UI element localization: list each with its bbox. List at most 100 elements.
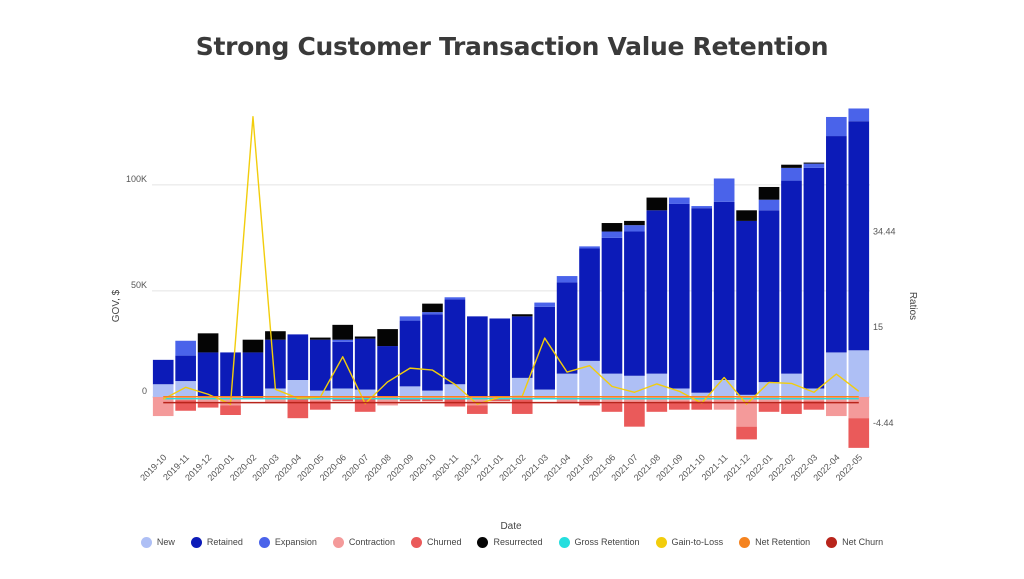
bar-expansion — [175, 340, 196, 356]
bar-expansion — [579, 246, 600, 249]
bar-retained — [556, 282, 578, 374]
bar-expansion — [332, 339, 354, 342]
legend-swatch — [655, 536, 667, 548]
bar-new — [668, 388, 690, 397]
bar-retained — [197, 352, 219, 397]
legend-item[interactable]: Gain-to-Loss — [655, 536, 724, 548]
legend-swatch — [190, 536, 202, 548]
legend-item[interactable]: New — [140, 536, 175, 548]
bar-new — [758, 382, 780, 397]
bar-churned — [781, 401, 802, 414]
bar-retained — [242, 352, 264, 397]
bar-expansion — [668, 197, 690, 204]
bar-resurrected — [332, 324, 354, 340]
bar-retained — [601, 237, 623, 374]
bar-expansion — [601, 231, 623, 238]
bar-resurrected — [601, 223, 623, 232]
bar-retained — [444, 299, 466, 385]
bar-resurrected — [265, 331, 286, 340]
bar-retained — [691, 208, 713, 393]
bar-new — [624, 375, 645, 397]
bar-churned — [467, 405, 488, 414]
bar-new — [713, 380, 735, 397]
bar-contraction — [377, 396, 398, 406]
bar-contraction — [556, 396, 578, 404]
bar-new — [691, 392, 713, 397]
bar-new — [287, 380, 309, 397]
bar-retained — [265, 339, 286, 389]
bar-contraction — [736, 396, 757, 427]
bar-churned — [309, 401, 331, 410]
y2-tick-label: -4.44 — [873, 418, 894, 428]
legend-label: Resurrected — [493, 537, 543, 547]
bar-expansion — [399, 316, 421, 321]
bar-retained — [175, 355, 196, 382]
bar-retained — [377, 346, 398, 397]
bar-new — [354, 389, 376, 397]
bar-contraction — [152, 396, 174, 417]
bar-expansion — [713, 178, 735, 202]
bar-resurrected — [736, 210, 757, 221]
bar-churned — [758, 403, 780, 412]
bar-churned — [803, 401, 825, 410]
legend-label: Net Churn — [842, 537, 884, 547]
bar-new — [601, 373, 623, 397]
bar-retained — [624, 231, 645, 376]
bar-retained — [803, 167, 825, 389]
legend-item[interactable]: Churned — [410, 536, 461, 548]
bar-resurrected — [646, 197, 668, 211]
bar-resurrected — [354, 336, 376, 339]
y2-tick-label: 15 — [873, 322, 883, 332]
legend-item[interactable]: Contraction — [332, 536, 395, 548]
bar-new — [556, 373, 578, 397]
bar-retained — [332, 341, 354, 389]
x-axis-title: Date — [500, 521, 522, 532]
bar-contraction — [848, 396, 870, 419]
bar-retained — [534, 306, 555, 390]
bar-retained — [736, 220, 757, 395]
bar-contraction — [826, 396, 847, 417]
bar-resurrected — [309, 337, 331, 340]
bar-expansion — [556, 276, 578, 283]
legend-swatch — [558, 536, 570, 548]
legend-swatch — [826, 536, 838, 548]
legend-item[interactable]: Gross Retention — [558, 536, 640, 548]
legend-label: Gain-to-Loss — [671, 537, 724, 547]
y-axis-title: GOV, $ — [111, 289, 122, 322]
bar-churned — [511, 399, 533, 414]
bar-retained — [646, 210, 668, 374]
bar-retained — [848, 121, 870, 351]
chart-legend: New Retained Expansion Contraction Churned Re… — [0, 534, 1024, 550]
bar-retained — [781, 180, 802, 374]
legend-item[interactable]: Retained — [190, 536, 243, 548]
bar-contraction — [646, 396, 668, 404]
bar-new — [646, 373, 668, 397]
bar-new — [175, 381, 196, 397]
bar-contraction — [601, 396, 623, 404]
bar-retained — [287, 334, 309, 380]
bar-new — [152, 384, 174, 397]
bar-churned — [175, 400, 196, 411]
bar-churned — [332, 399, 354, 402]
bar-contraction — [467, 396, 488, 406]
legend-item[interactable]: Expansion — [258, 536, 317, 548]
legend-item[interactable]: Net Retention — [739, 536, 810, 548]
bar-expansion — [691, 206, 713, 209]
bar-new — [534, 389, 555, 397]
bar-retained — [713, 201, 735, 380]
bar-new — [511, 377, 533, 397]
bar-churned — [601, 403, 623, 412]
bar-resurrected — [242, 339, 264, 353]
y-tick-label: 0 — [142, 386, 147, 396]
bar-contraction — [579, 396, 600, 404]
legend-item[interactable]: Net Churn — [826, 536, 884, 548]
y2-tick-label: 34.44 — [873, 226, 896, 236]
bar-churned — [220, 405, 241, 415]
bar-new — [422, 390, 443, 397]
legend-swatch — [477, 536, 489, 548]
bar-churned — [579, 403, 600, 406]
bar-retained — [422, 314, 443, 391]
legend-item[interactable]: Resurrected — [477, 536, 543, 548]
bar-resurrected — [377, 329, 398, 347]
